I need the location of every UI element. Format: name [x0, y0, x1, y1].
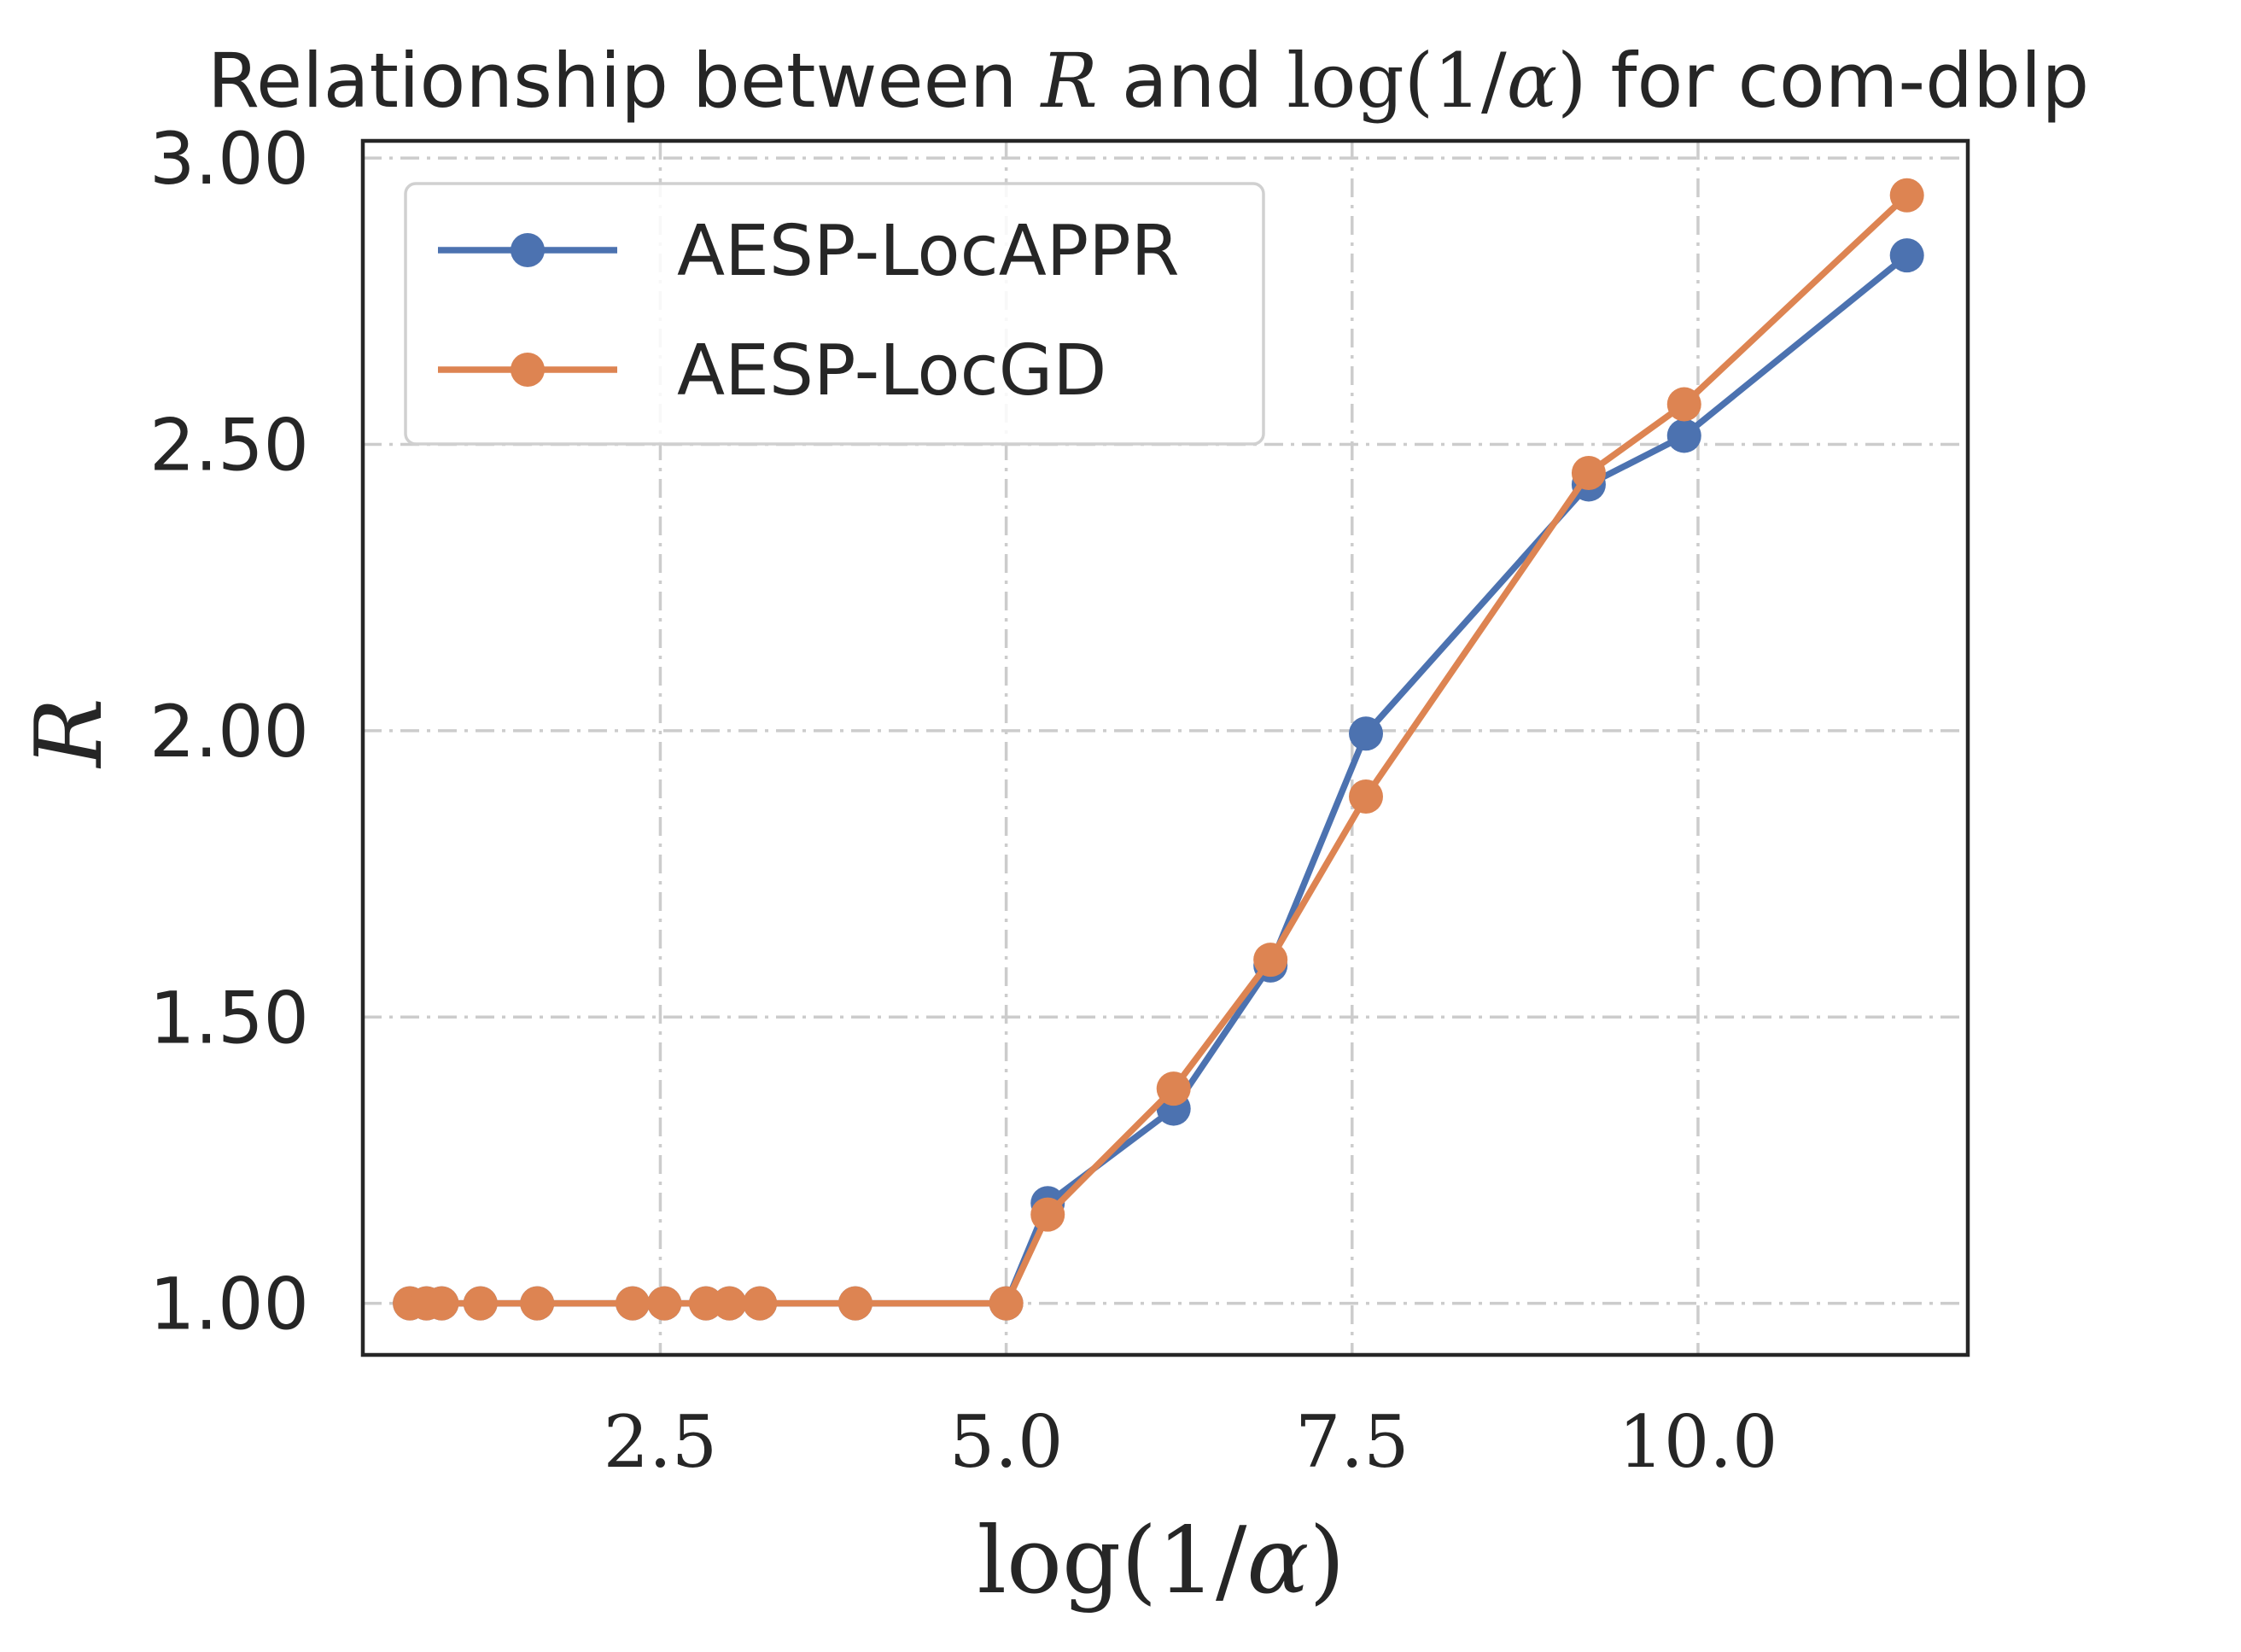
y-tick-label: 1.50: [149, 976, 309, 1059]
x-tick-label: 2.5: [604, 1400, 718, 1484]
legend-label: AESP-LocGD: [677, 330, 1106, 412]
text-part: α: [1507, 37, 1557, 125]
data-point: [616, 1286, 651, 1321]
y-axis-ticks: 1.00 1.50 2.00 2.50 3.00: [149, 117, 309, 1346]
text-part: ): [1309, 1508, 1345, 1614]
y-tick-label: 2.00: [149, 690, 309, 773]
data-point: [424, 1286, 459, 1321]
legend-entry: AESP-LocGD: [438, 330, 1106, 412]
data-point: [1349, 716, 1383, 751]
legend-entry: AESP-LocAPPR: [438, 211, 1180, 292]
x-axis-ticks: 2.5 5.0 7.5 10.0: [604, 1400, 1778, 1484]
data-point: [463, 1286, 498, 1321]
data-point: [520, 1286, 555, 1321]
text-part: R: [1040, 37, 1098, 125]
y-tick-label: 3.00: [149, 117, 309, 201]
data-point: [1889, 238, 1924, 273]
data-point: [688, 1286, 723, 1321]
legend-label: AESP-LocAPPR: [677, 211, 1180, 292]
data-point: [1666, 387, 1701, 422]
y-axis-label: R: [16, 698, 123, 768]
data-point: [1666, 418, 1701, 453]
data-point: [647, 1286, 682, 1321]
text-part: Relationship between: [207, 37, 1042, 125]
x-axis-label: log(1/α): [977, 1508, 1345, 1614]
legend-box: [404, 182, 1265, 446]
text-part: ): [1557, 37, 1586, 125]
text-part: and: [1098, 37, 1287, 125]
data-point: [989, 1286, 1024, 1321]
series-layer: [393, 178, 1924, 1321]
text-part: α: [1246, 1508, 1309, 1614]
legend-marker: [511, 233, 545, 267]
data-point: [1571, 456, 1606, 491]
data-point: [837, 1286, 872, 1321]
data-point: [712, 1286, 747, 1321]
chart-title: Relationship between R and log(1/α) for …: [207, 37, 2089, 125]
plot-frame: [360, 138, 1970, 1357]
text-part: log(1/: [977, 1508, 1247, 1614]
data-point: [1349, 779, 1383, 814]
data-point: [1030, 1197, 1065, 1232]
y-tick-label: 1.00: [149, 1263, 309, 1346]
legend-marker: [511, 353, 545, 387]
legend: AESP-LocAPPR AESP-LocGD: [404, 182, 1265, 446]
data-point: [1156, 1071, 1191, 1106]
data-point: [1889, 178, 1924, 213]
x-tick-label: 5.0: [949, 1400, 1064, 1484]
text-part: log(1/: [1287, 37, 1507, 125]
y-tick-label: 2.50: [149, 404, 309, 487]
x-tick-label: 7.5: [1295, 1400, 1409, 1484]
x-tick-label: 10.0: [1618, 1400, 1777, 1484]
data-point: [1253, 943, 1288, 978]
text-part: for com-dblp: [1587, 37, 2090, 125]
series-aesp-locgd: [393, 178, 1924, 1321]
data-point: [743, 1286, 778, 1321]
